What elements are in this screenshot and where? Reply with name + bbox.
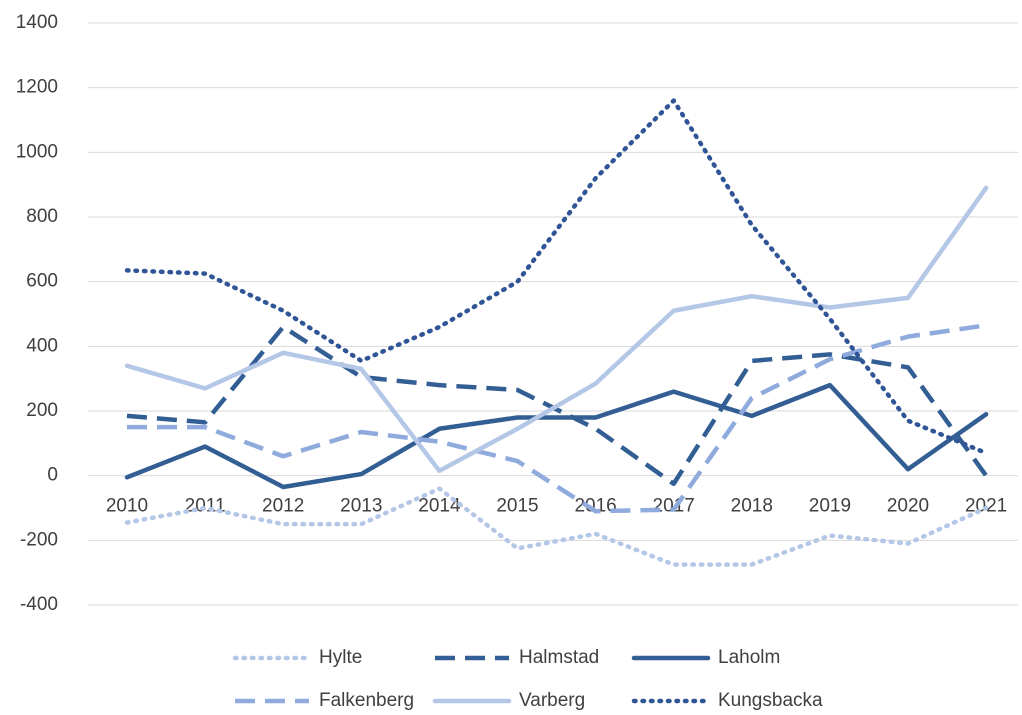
- legend-label: Hylte: [319, 647, 362, 668]
- line-series: [124, 486, 989, 567]
- legend-label: Varberg: [519, 690, 585, 711]
- y-tick-label: 0: [47, 465, 58, 486]
- legend-label: Halmstad: [519, 647, 599, 668]
- x-tick-label: 2019: [809, 496, 851, 517]
- legend-label: Falkenberg: [319, 690, 414, 711]
- line-series: [124, 98, 989, 456]
- line-series: [126, 324, 988, 486]
- x-tick-label: 2018: [731, 496, 773, 517]
- x-tick-label: 2016: [574, 496, 616, 517]
- x-tick-label: 2013: [340, 496, 382, 517]
- x-tick-label: 2012: [262, 496, 304, 517]
- y-tick-label: -400: [20, 594, 58, 615]
- y-tick-label: 400: [26, 335, 58, 356]
- y-tick-label: 200: [26, 400, 58, 421]
- y-tick-label: 1400: [16, 12, 58, 33]
- x-tick-label: 2014: [418, 496, 461, 517]
- y-tick-label: 1000: [16, 141, 58, 162]
- line-series: [124, 382, 989, 490]
- y-tick-label: -200: [20, 529, 58, 550]
- x-tick-label: 2010: [106, 496, 148, 517]
- y-tick-label: 600: [26, 271, 58, 292]
- y-tick-label: 800: [26, 206, 58, 227]
- line-series: [127, 323, 987, 514]
- x-tick-label: 2020: [887, 496, 929, 517]
- x-tick-label: 2015: [496, 496, 538, 517]
- legend-label: Laholm: [718, 647, 780, 668]
- legend-label: Kungsbacka: [718, 690, 823, 711]
- y-tick-label: 1200: [16, 77, 58, 98]
- line-series: [124, 185, 989, 474]
- x-tick-label: 2011: [185, 496, 226, 517]
